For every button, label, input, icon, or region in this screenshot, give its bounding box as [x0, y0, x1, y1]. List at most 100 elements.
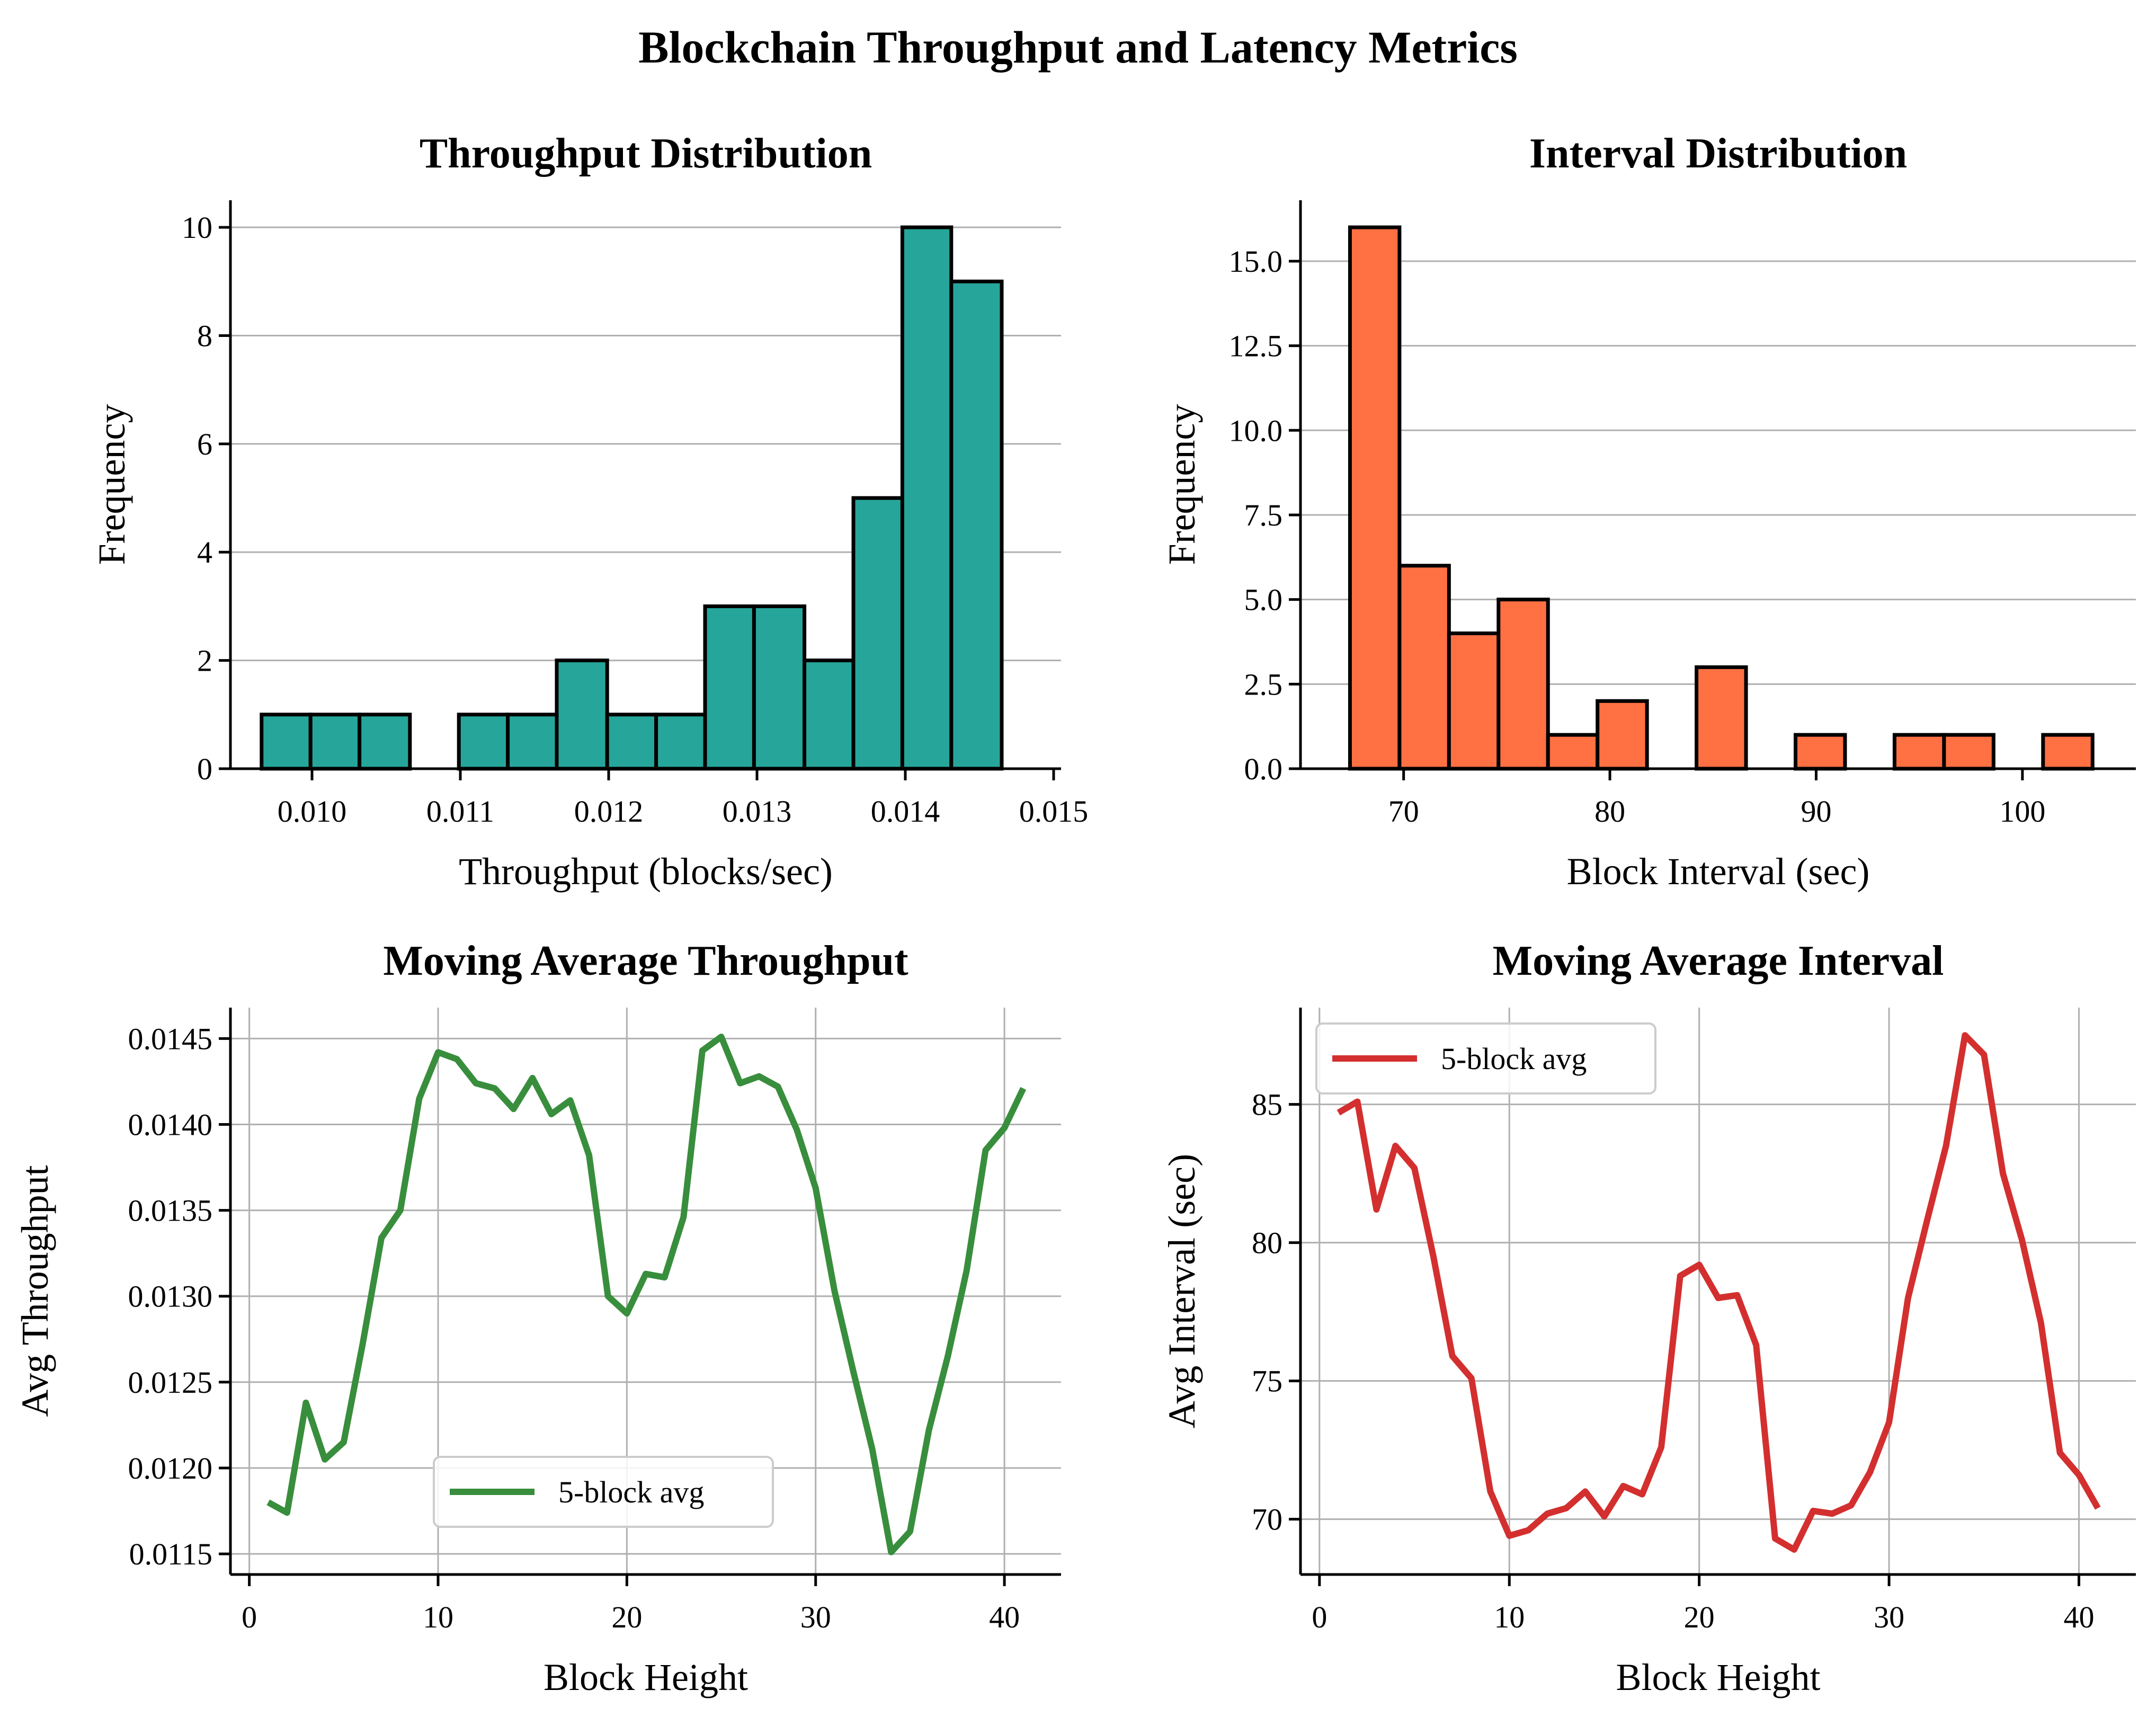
y-axis-label: Avg Throughput: [14, 1165, 56, 1417]
x-tick-label: 0.013: [723, 794, 792, 829]
histogram-bar: [851, 496, 904, 771]
x-axis-label: Block Height: [544, 1656, 748, 1698]
subplot-title: Throughput Distribution: [420, 130, 872, 177]
x-axis-label: Block Interval (sec): [1567, 850, 1870, 893]
subplot-title: Interval Distribution: [1529, 130, 1907, 177]
subplot-title: Moving Average Interval: [1493, 938, 1944, 984]
histogram-bar: [1496, 598, 1550, 771]
x-tick-label: 20: [611, 1600, 642, 1634]
histogram-bar: [1397, 564, 1451, 771]
subplot-3: 0.0115 0.0120 0.0125 0.0130 0.0135 0.0140 0.01…: [14, 938, 1061, 1698]
y-tick-label: 70: [1252, 1502, 1282, 1537]
y-tick-label: 0.0135: [128, 1194, 213, 1228]
y-tick-label: 0.0145: [128, 1021, 213, 1056]
legend-frame: [433, 1456, 774, 1528]
grid: [1300, 1008, 2136, 1574]
series-line: [1337, 1032, 2101, 1553]
y-tick-label: 0.0140: [128, 1107, 213, 1142]
x-axis-label: Throughput (blocks/sec): [459, 850, 833, 893]
subplot-4: 70 75 80 85 0 10 20 30 40 Moving Average Interval…: [1161, 938, 2136, 1698]
y-tick-label: 6: [197, 427, 212, 461]
x-tick-label: 10: [423, 1600, 453, 1634]
y-tick-label: 0.0125: [128, 1365, 213, 1400]
x-tick-label: 0.015: [1019, 794, 1089, 829]
x-tick-label: 100: [1999, 794, 2045, 829]
y-tick-label: 5.0: [1244, 583, 1283, 617]
y-tick-label: 0.0115: [129, 1537, 212, 1571]
histogram-bar: [900, 225, 954, 771]
histogram-bar: [1695, 665, 1748, 771]
histogram-bar: [358, 713, 412, 771]
legend-label: 5-block avg: [558, 1475, 704, 1509]
x-tick-label: 30: [800, 1600, 831, 1634]
histogram-bar: [1348, 225, 1402, 771]
histogram-bar: [457, 713, 510, 771]
x-tick-label: 80: [1594, 794, 1625, 829]
histogram-bar: [654, 713, 707, 771]
subplot-2: 0.0 2.5 5.0 7.5 10.0 12.5 15.0 70 80 90 100 Interva…: [1161, 130, 2136, 893]
histogram-bar: [2041, 733, 2095, 771]
y-tick-label: 12.5: [1229, 329, 1283, 363]
y-tick-label: 2: [197, 644, 212, 678]
x-tick-label: 0: [1312, 1600, 1327, 1634]
x-tick-label: 30: [1874, 1600, 1904, 1634]
histogram-bar: [308, 713, 362, 771]
bars: [260, 225, 1004, 771]
histogram-bar: [1942, 733, 1995, 771]
histogram-bar: [703, 604, 756, 771]
y-tick-label: 15.0: [1229, 244, 1283, 279]
y-tick-label: 10: [182, 210, 212, 245]
figure-title: Blockchain Throughput and Latency Metric…: [638, 22, 1518, 73]
histogram-bar: [1892, 733, 1946, 771]
histogram-bar: [752, 604, 807, 771]
histogram-bar: [1447, 631, 1501, 771]
y-tick-label: 0.0120: [128, 1451, 213, 1485]
subplot-title: Moving Average Throughput: [383, 938, 908, 984]
subplot-1: 0 2 4 6 8 10 0.010 0.011 0.012 0.013 0.014 0.015 Thr…: [91, 130, 1088, 893]
legend-frame: [1315, 1022, 1656, 1095]
y-tick-label: 0.0: [1244, 752, 1283, 786]
y-tick-label: 80: [1252, 1226, 1282, 1260]
series-line: [266, 1034, 1027, 1555]
x-tick-label: 70: [1388, 794, 1419, 829]
x-tick-label: 0.010: [278, 794, 347, 829]
legend: 5-block avg: [433, 1456, 774, 1528]
x-tick-label: 10: [1494, 1600, 1525, 1634]
histogram-bar: [506, 713, 559, 771]
histogram-bar: [260, 713, 313, 771]
y-axis-label: Frequency: [1161, 404, 1203, 565]
x-tick-label: 90: [1801, 794, 1831, 829]
histogram-bar: [1794, 733, 1847, 771]
x-tick-label: 40: [2063, 1600, 2094, 1634]
histogram-bar: [1596, 699, 1649, 771]
x-tick-label: 0: [242, 1600, 257, 1634]
histogram-bar: [605, 713, 658, 771]
x-tick-label: 0.011: [426, 794, 494, 829]
histogram-bar: [949, 279, 1004, 771]
y-tick-label: 75: [1252, 1364, 1282, 1399]
x-axis-label: Block Height: [1616, 1656, 1821, 1698]
y-axis-label: Avg Interval (sec): [1161, 1154, 1203, 1428]
y-tick-label: 85: [1252, 1088, 1282, 1122]
y-tick-label: 8: [197, 318, 212, 353]
legend: 5-block avg: [1315, 1022, 1656, 1095]
y-axis-label: Frequency: [91, 404, 133, 565]
histogram-bar: [1546, 733, 1600, 771]
x-tick-label: 0.014: [871, 794, 940, 829]
x-tick-label: 40: [989, 1600, 1020, 1634]
y-tick-label: 10.0: [1229, 413, 1283, 448]
y-tick-label: 0: [197, 752, 212, 786]
x-tick-label: 20: [1684, 1600, 1715, 1634]
y-tick-label: 4: [197, 535, 212, 570]
histogram-bar: [555, 659, 609, 771]
y-tick-label: 7.5: [1244, 498, 1283, 532]
grid: [230, 1008, 1061, 1574]
y-tick-label: 2.5: [1244, 667, 1283, 701]
histogram-bar: [803, 659, 856, 771]
y-tick-label: 0.0130: [128, 1279, 213, 1314]
legend-label: 5-block avg: [1441, 1042, 1587, 1076]
x-tick-label: 0.012: [574, 794, 644, 829]
